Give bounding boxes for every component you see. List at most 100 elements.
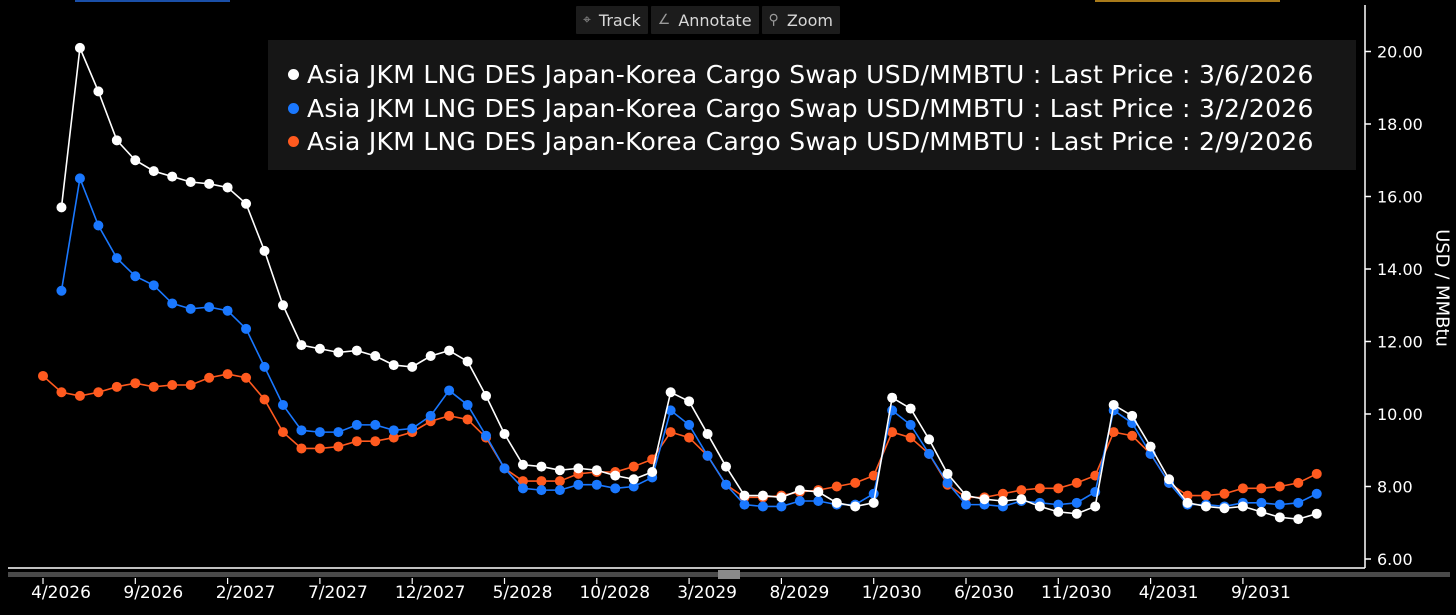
data-point [1256,506,1267,517]
data-point [850,477,861,488]
data-point [1016,485,1027,496]
data-point [222,182,233,193]
data-point [610,483,621,494]
data-point [481,430,492,441]
data-point [1200,501,1211,512]
data-point [776,501,787,512]
data-point [942,477,953,488]
data-point [942,468,953,479]
data-point [425,410,436,421]
series-line-2 [42,373,1318,499]
data-point [241,198,252,209]
data-point [407,361,418,372]
series-line-1 [60,175,1318,508]
data-point [241,323,252,334]
legend-entry-orange[interactable]: Asia JKM LNG DES Japan-Korea Cargo Swap … [288,124,1314,158]
data-point [831,481,842,492]
data-point [296,443,307,454]
data-point [277,300,288,311]
data-point [905,403,916,414]
legend-entry-white[interactable]: Asia JKM LNG DES Japan-Korea Cargo Swap … [288,57,1314,91]
data-point [702,450,713,461]
data-point [1311,508,1322,519]
data-point [74,173,85,184]
data-point [997,488,1008,499]
data-point [1293,497,1304,508]
legend-label: Asia JKM LNG DES Japan-Korea Cargo Swap … [307,59,1314,89]
legend-dot-icon [288,135,299,147]
data-point [499,428,510,439]
data-point [1237,501,1248,512]
data-point [351,419,362,430]
data-point [794,485,805,496]
data-point [1256,497,1267,508]
data-point [757,501,768,512]
data-point [185,303,196,314]
data-point [370,419,381,430]
x-tick-label: 6/2030 [954,583,1014,603]
data-point [1219,503,1230,514]
y-tick-label: 20.00 [1377,43,1423,62]
y-tick-label: 14.00 [1377,260,1423,279]
data-point [868,470,879,481]
data-point [444,385,455,396]
annotate-button[interactable]: ∠ Annotate [650,6,759,34]
data-point [517,483,528,494]
data-point [850,501,861,512]
data-point [314,343,325,354]
data-point [1182,497,1193,508]
x-tick-label: 5/2028 [493,583,553,603]
data-point [1053,506,1064,517]
data-point [74,42,85,53]
data-point [462,356,473,367]
annotate-label: Annotate [678,10,752,30]
data-point [277,399,288,410]
data-point [628,474,639,485]
data-point [204,178,215,189]
data-point [222,305,233,316]
data-point [831,497,842,508]
data-point [56,387,67,398]
data-point [610,470,621,481]
zoom-label: Zoom [786,10,833,30]
data-point [296,340,307,351]
data-point [887,427,898,438]
data-point [1219,488,1230,499]
data-point [1053,499,1064,510]
pencil-icon: ∠ [657,12,671,28]
x-tick-label: 8/2029 [769,583,829,603]
data-point [554,485,565,496]
data-point [997,496,1008,506]
data-point [739,499,750,510]
legend-label: Asia JKM LNG DES Japan-Korea Cargo Swap … [307,126,1314,156]
data-point [1127,430,1138,441]
data-point [1127,410,1138,421]
data-point [407,423,418,434]
data-point [111,253,122,264]
data-point [536,476,547,487]
top-accent-amber [1095,0,1280,2]
data-point [148,280,159,291]
data-point [1311,488,1322,499]
x-tick-label: 2/2027 [216,583,276,603]
legend-entry-blue[interactable]: Asia JKM LNG DES Japan-Korea Cargo Swap … [288,91,1314,125]
data-point [1274,512,1285,523]
data-point [536,461,547,472]
magnifier-icon: ⚲ [768,12,779,28]
data-point [684,419,695,430]
data-point [296,425,307,436]
data-point [1200,490,1211,501]
data-point [185,380,196,390]
x-tick-label: 11/2030 [1041,583,1112,603]
zoom-button[interactable]: ⚲ Zoom [761,6,840,34]
data-point [1053,483,1064,494]
data-point [887,392,898,403]
data-point [56,202,67,213]
data-point [573,479,584,490]
chart-toolbar: ⌖ Track ∠ Annotate ⚲ Zoom [576,6,840,34]
y-tick-label: 12.00 [1377,333,1423,352]
track-button[interactable]: ⌖ Track [576,6,648,34]
data-point [721,479,732,490]
data-point [462,399,473,410]
